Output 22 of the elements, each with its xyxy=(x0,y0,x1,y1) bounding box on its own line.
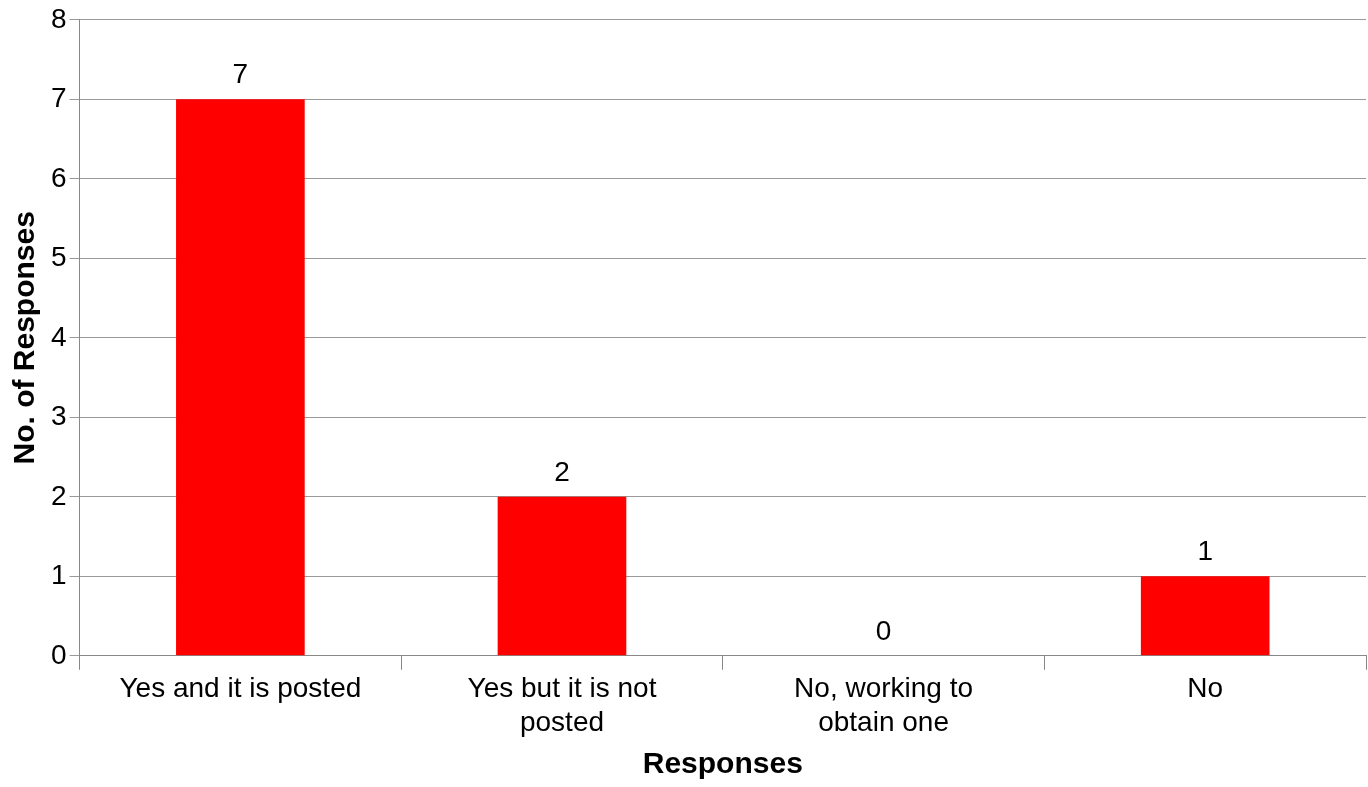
y-tick-label: 7 xyxy=(50,82,67,114)
bar xyxy=(1140,576,1270,656)
y-tick-label: 3 xyxy=(50,400,67,432)
y-tick-label: 5 xyxy=(50,241,67,273)
y-tick-label: 0 xyxy=(50,638,67,670)
y-tick-label: 6 xyxy=(50,161,67,193)
y-tick-label: 4 xyxy=(50,320,67,352)
bar xyxy=(497,496,627,656)
x-tick-label: Yes but it is not posted xyxy=(467,672,657,737)
x-tick-label: Yes and it is posted xyxy=(119,672,362,704)
y-tick-label: 1 xyxy=(50,559,67,591)
bar xyxy=(176,99,305,656)
data-label: 0 xyxy=(875,614,892,646)
x-axis-title: Responses xyxy=(642,746,803,780)
x-tick-label: No xyxy=(1187,672,1224,704)
data-label: 7 xyxy=(232,58,249,90)
y-tick-label: 8 xyxy=(50,2,67,34)
y-axis-title: No. of Responses xyxy=(7,211,41,465)
x-tick-label: No, working to obtain one xyxy=(794,672,974,737)
data-label: 2 xyxy=(554,455,570,487)
data-label: 1 xyxy=(1197,535,1213,567)
y-tick-label: 2 xyxy=(50,479,67,511)
